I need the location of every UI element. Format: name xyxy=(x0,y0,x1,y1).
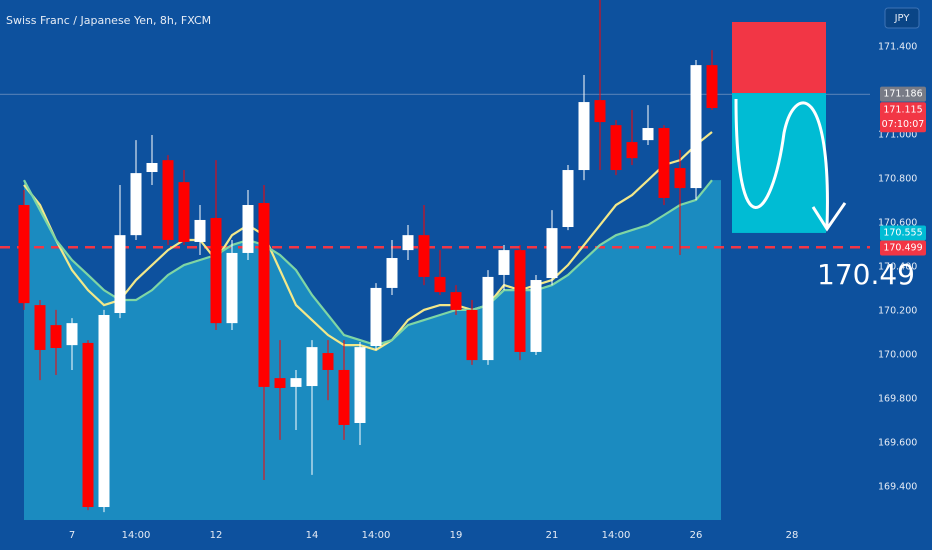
y-tick-label: 170.400 xyxy=(878,262,917,273)
x-tick-label: 28 xyxy=(786,530,799,541)
stop-box xyxy=(732,21,826,94)
candle-body xyxy=(226,252,238,324)
candle-body xyxy=(18,205,30,304)
candle-body xyxy=(450,292,462,310)
y-tick-label: 170.000 xyxy=(878,350,917,361)
candle-body xyxy=(386,258,398,288)
ma-line xyxy=(23,131,713,352)
candle-body xyxy=(594,100,606,123)
candle-body xyxy=(514,250,526,352)
candle-body xyxy=(706,65,718,109)
x-tick-label: 14:00 xyxy=(122,530,151,541)
price-badge xyxy=(880,225,926,241)
candle-body xyxy=(578,102,590,171)
x-tick-label: 26 xyxy=(690,530,703,541)
drawing-arrowhead xyxy=(811,202,847,232)
candle-body xyxy=(370,287,382,347)
candle-body xyxy=(274,378,286,389)
candle-body xyxy=(50,325,62,348)
currency: JPY xyxy=(894,13,911,24)
y-tick-label: 170.200 xyxy=(878,306,917,317)
currency-badge[interactable] xyxy=(884,7,920,29)
candle-body xyxy=(242,205,254,253)
candle-body xyxy=(290,378,302,387)
candle-body xyxy=(674,168,686,189)
candle-body xyxy=(162,160,174,240)
candle-body xyxy=(258,203,270,387)
x-tick-label: 14:00 xyxy=(602,530,631,541)
candle-body xyxy=(194,219,206,242)
x-tick-label: 7 xyxy=(69,530,75,541)
candle-body xyxy=(546,228,558,279)
candle-body xyxy=(626,142,638,159)
candle-body xyxy=(610,125,622,171)
y-tick-label: 169.800 xyxy=(878,394,917,405)
candle-body xyxy=(146,162,158,173)
candle-body xyxy=(466,309,478,361)
y-tick-label: 170.600 xyxy=(878,218,917,229)
ma-line xyxy=(23,179,713,347)
candle-body xyxy=(418,235,430,277)
x-tick-label: 21 xyxy=(546,530,559,541)
price-badge xyxy=(880,102,926,133)
y-tick-label: 169.600 xyxy=(878,438,917,449)
candle-body xyxy=(82,342,94,508)
candle-body xyxy=(482,276,494,361)
candle-body xyxy=(690,65,702,189)
candle-body xyxy=(114,235,126,314)
x-tick-label: 19 xyxy=(450,530,463,541)
candle-body xyxy=(658,128,670,198)
candle-body xyxy=(306,347,318,387)
candle-body xyxy=(34,305,46,350)
y-tick-label: 170.800 xyxy=(878,174,917,185)
candle-body xyxy=(66,323,78,346)
candle-body xyxy=(402,235,414,251)
x-tick-label: 14:00 xyxy=(362,530,391,541)
y-tick-label: 169.400 xyxy=(878,482,917,493)
countdown: 07:10:07 xyxy=(882,119,925,130)
price-badge xyxy=(880,240,926,256)
drawing-curve xyxy=(734,99,829,227)
candle-body xyxy=(562,170,574,228)
y-tick-label: 171.000 xyxy=(878,130,917,141)
y-tick-label: 171.400 xyxy=(878,42,917,53)
x-tick-label: 14 xyxy=(306,530,319,541)
target-label: 170.49 xyxy=(817,258,915,291)
plot xyxy=(0,0,870,520)
candle-body xyxy=(338,369,350,425)
price-badge xyxy=(880,86,926,102)
price-badge-label: 170.555 xyxy=(883,227,922,238)
price-badge-label: 170.499 xyxy=(883,242,922,253)
candle-body xyxy=(434,276,446,293)
candle-body xyxy=(354,347,366,423)
candle-body xyxy=(530,280,542,352)
area xyxy=(24,180,721,520)
candle-body xyxy=(98,314,110,508)
x-tick-label: 12 xyxy=(210,530,223,541)
price-badge-label: 171.115 xyxy=(883,104,922,115)
price-badge-label: 171.186 xyxy=(883,89,922,100)
candle-body xyxy=(178,182,190,242)
candle-body xyxy=(322,353,334,370)
candle-body xyxy=(130,173,142,236)
candle-body xyxy=(498,250,510,275)
candle-body xyxy=(642,128,654,141)
candle-body xyxy=(210,217,222,324)
chart-title: Swiss Franc / Japanese Yen, 8h, FXCM xyxy=(6,14,211,27)
